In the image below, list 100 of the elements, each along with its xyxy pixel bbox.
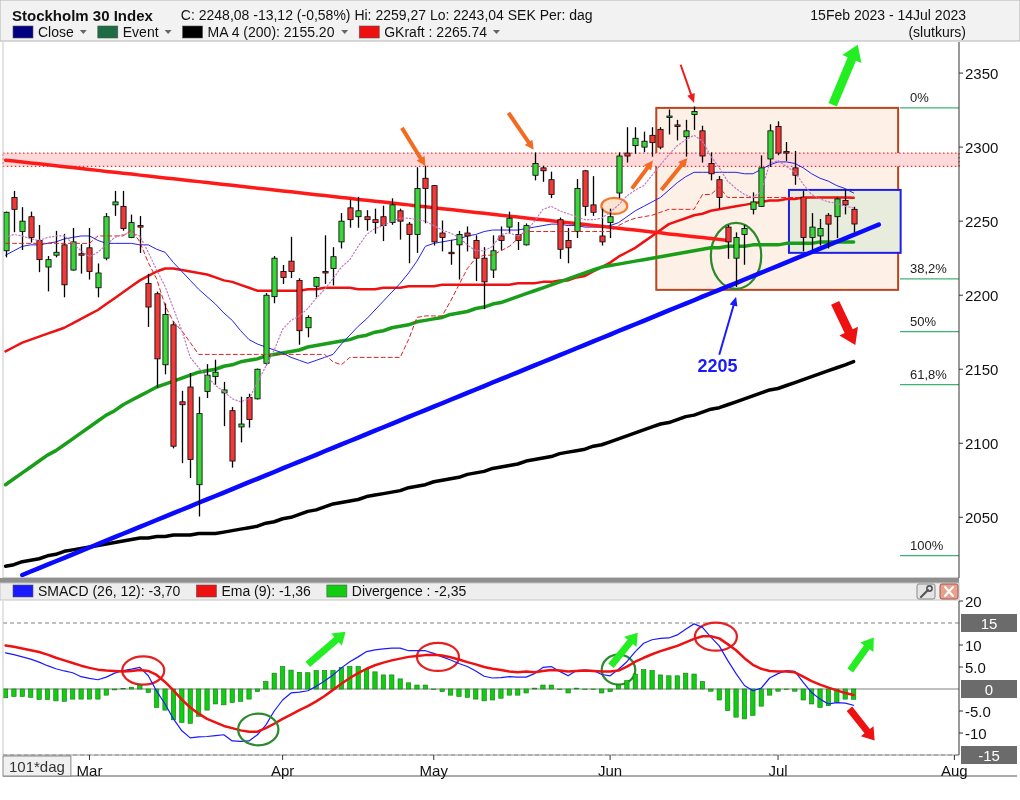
- bar: [523, 688, 529, 694]
- candlestick: [716, 176, 723, 209]
- x-tick-label: Aug: [941, 761, 968, 779]
- bar: [28, 688, 34, 698]
- bar: [548, 684, 554, 690]
- bar: [817, 688, 823, 708]
- bar: [674, 675, 680, 690]
- bar: [87, 688, 92, 700]
- ref-line-label: 50%: [910, 313, 937, 329]
- bar: [246, 688, 252, 700]
- candlestick: [741, 224, 748, 265]
- x-tick-label: Apr: [270, 761, 295, 779]
- bar: [305, 672, 311, 690]
- bar: [372, 671, 378, 690]
- bar: [380, 674, 386, 690]
- bar: [767, 688, 773, 696]
- bar: [61, 688, 67, 702]
- bar: [271, 672, 277, 690]
- bar: [95, 688, 101, 700]
- bar: [481, 688, 487, 702]
- ref-line-label: 38,2%: [910, 260, 948, 276]
- candlestick: [238, 396, 245, 443]
- text: Close: [38, 24, 75, 40]
- candlestick: [851, 206, 858, 233]
- candlestick: [28, 211, 35, 243]
- bar: [750, 688, 756, 716]
- bar: [490, 688, 496, 701]
- bar: [775, 688, 781, 692]
- bar: [498, 688, 504, 699]
- candlestick: [313, 276, 320, 298]
- bar: [364, 668, 370, 690]
- bar: [322, 670, 328, 690]
- ref-line-label: 61,8%: [910, 366, 948, 382]
- ref-line-label: 100%: [910, 537, 944, 553]
- legend-label: SMACD (26, 12): -3,70: [38, 583, 181, 599]
- bar: [397, 678, 403, 690]
- bar: [137, 685, 143, 690]
- bar: [187, 688, 193, 724]
- bar: [19, 688, 25, 697]
- candlestick: [112, 190, 119, 216]
- candlestick: [490, 235, 497, 279]
- bar: [792, 688, 798, 692]
- legend-label: Divergence : -2,35: [351, 583, 467, 599]
- x-tick-label: Jul: [768, 761, 788, 779]
- bar: [624, 680, 630, 690]
- bar: [422, 684, 428, 690]
- candlestick: [599, 208, 606, 246]
- bar: [641, 669, 647, 690]
- line-series: [20, 222, 882, 578]
- y-tick-label: 2100: [965, 434, 999, 452]
- legend-label: GKraft : 2265.74: [384, 24, 488, 40]
- bar: [154, 688, 160, 708]
- bar: [616, 684, 621, 690]
- bar: [439, 688, 445, 692]
- y-tick-label: 10: [965, 636, 982, 654]
- bar: [263, 681, 269, 690]
- bar: [254, 688, 260, 692]
- ref-line-label: 0%: [910, 89, 930, 105]
- y-tick-label: 20: [965, 592, 982, 610]
- bar: [607, 688, 613, 692]
- y-tick-label: 2050: [965, 508, 999, 526]
- bar: [145, 688, 151, 693]
- bar: [800, 688, 806, 701]
- bar: [456, 688, 462, 697]
- ref-line-label: -15: [978, 746, 1000, 764]
- y-tick-label: -10: [965, 724, 987, 742]
- chart-title: Stockholm 30 Index: [12, 6, 154, 24]
- bar: [238, 688, 244, 702]
- y-tick-label: -5.0: [965, 702, 991, 720]
- text: 101*dag: [8, 757, 65, 775]
- bar: [473, 688, 479, 700]
- candlestick: [607, 208, 614, 239]
- bar: [741, 688, 747, 720]
- bar: [204, 688, 210, 711]
- bar: [716, 688, 722, 701]
- candlestick: [506, 211, 513, 234]
- candlestick: [691, 106, 698, 131]
- bar: [632, 673, 638, 690]
- bar: [45, 688, 50, 700]
- ref-line-label: 0: [984, 680, 994, 698]
- candlestick: [305, 315, 312, 338]
- bar: [406, 682, 412, 690]
- bar: [103, 688, 109, 696]
- bar: [53, 688, 59, 702]
- bar: [280, 666, 286, 690]
- candlestick: [632, 127, 639, 154]
- y-tick-label: 2250: [965, 212, 999, 230]
- y-tick-label: 2150: [965, 360, 999, 378]
- candlestick: [322, 235, 329, 284]
- x-tick-label: Mar: [76, 761, 103, 779]
- bar: [733, 688, 739, 718]
- bar: [229, 688, 235, 703]
- bar: [708, 688, 714, 692]
- bar: [758, 688, 764, 707]
- candlestick: [448, 239, 455, 265]
- candlestick: [825, 213, 832, 249]
- bar: [825, 688, 831, 707]
- line-series: [3, 359, 856, 568]
- bar: [725, 688, 731, 711]
- bar: [448, 688, 454, 696]
